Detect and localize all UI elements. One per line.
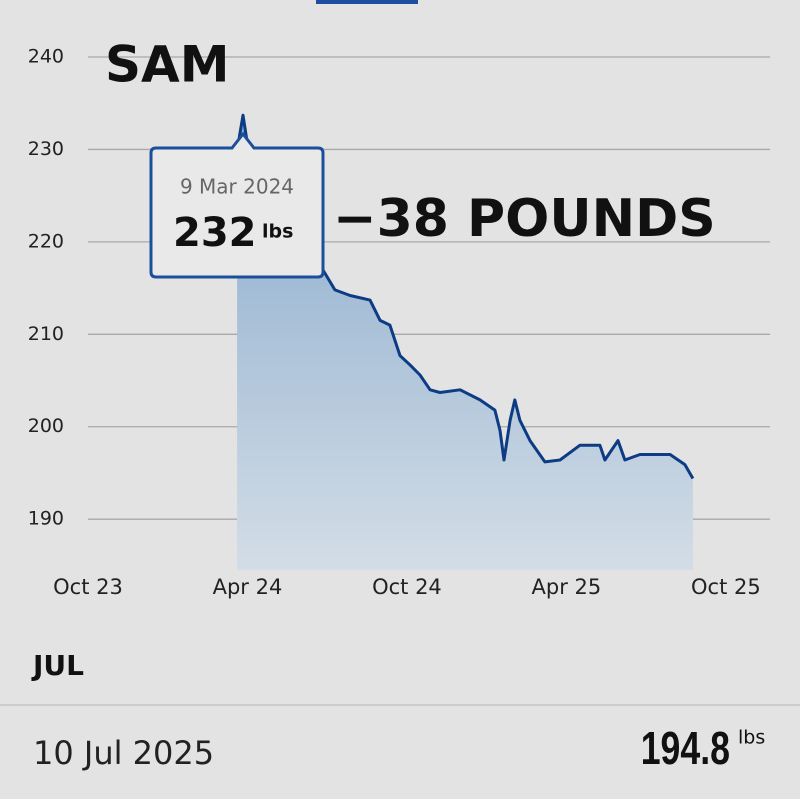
- y-tick-label: 210: [28, 323, 64, 345]
- chart-title: SAM: [105, 36, 229, 94]
- tooltip: 9 Mar 2024 232 lbs: [149, 131, 325, 279]
- y-tick-label: 190: [28, 508, 64, 530]
- y-tick-label: 230: [28, 138, 64, 160]
- weight-line: [235, 113, 695, 480]
- x-tick-label: Apr 24: [213, 575, 283, 599]
- x-tick-label: Oct 25: [691, 575, 761, 599]
- tab-indicator: [316, 0, 418, 4]
- x-tick-label: Oct 24: [372, 575, 442, 599]
- entry-unit: lbs: [738, 727, 765, 749]
- area-fill: [237, 115, 693, 570]
- entry-date: 10 Jul 2025: [33, 734, 214, 772]
- tooltip-value: 232: [173, 210, 257, 256]
- tooltip-date: 9 Mar 2024: [180, 175, 294, 199]
- x-tick-label: Apr 25: [532, 575, 602, 599]
- entry-value: 194.8: [641, 723, 730, 774]
- section-label: JUL: [31, 649, 84, 682]
- x-tick-label: Oct 23: [53, 575, 123, 599]
- tooltip-box: [149, 131, 325, 279]
- tooltip-unit: lbs: [262, 221, 293, 243]
- annotation: −38 POUNDS: [333, 189, 716, 249]
- y-tick-label: 200: [28, 415, 64, 437]
- y-tick-label: 220: [28, 230, 64, 252]
- y-tick-label: 240: [28, 46, 64, 68]
